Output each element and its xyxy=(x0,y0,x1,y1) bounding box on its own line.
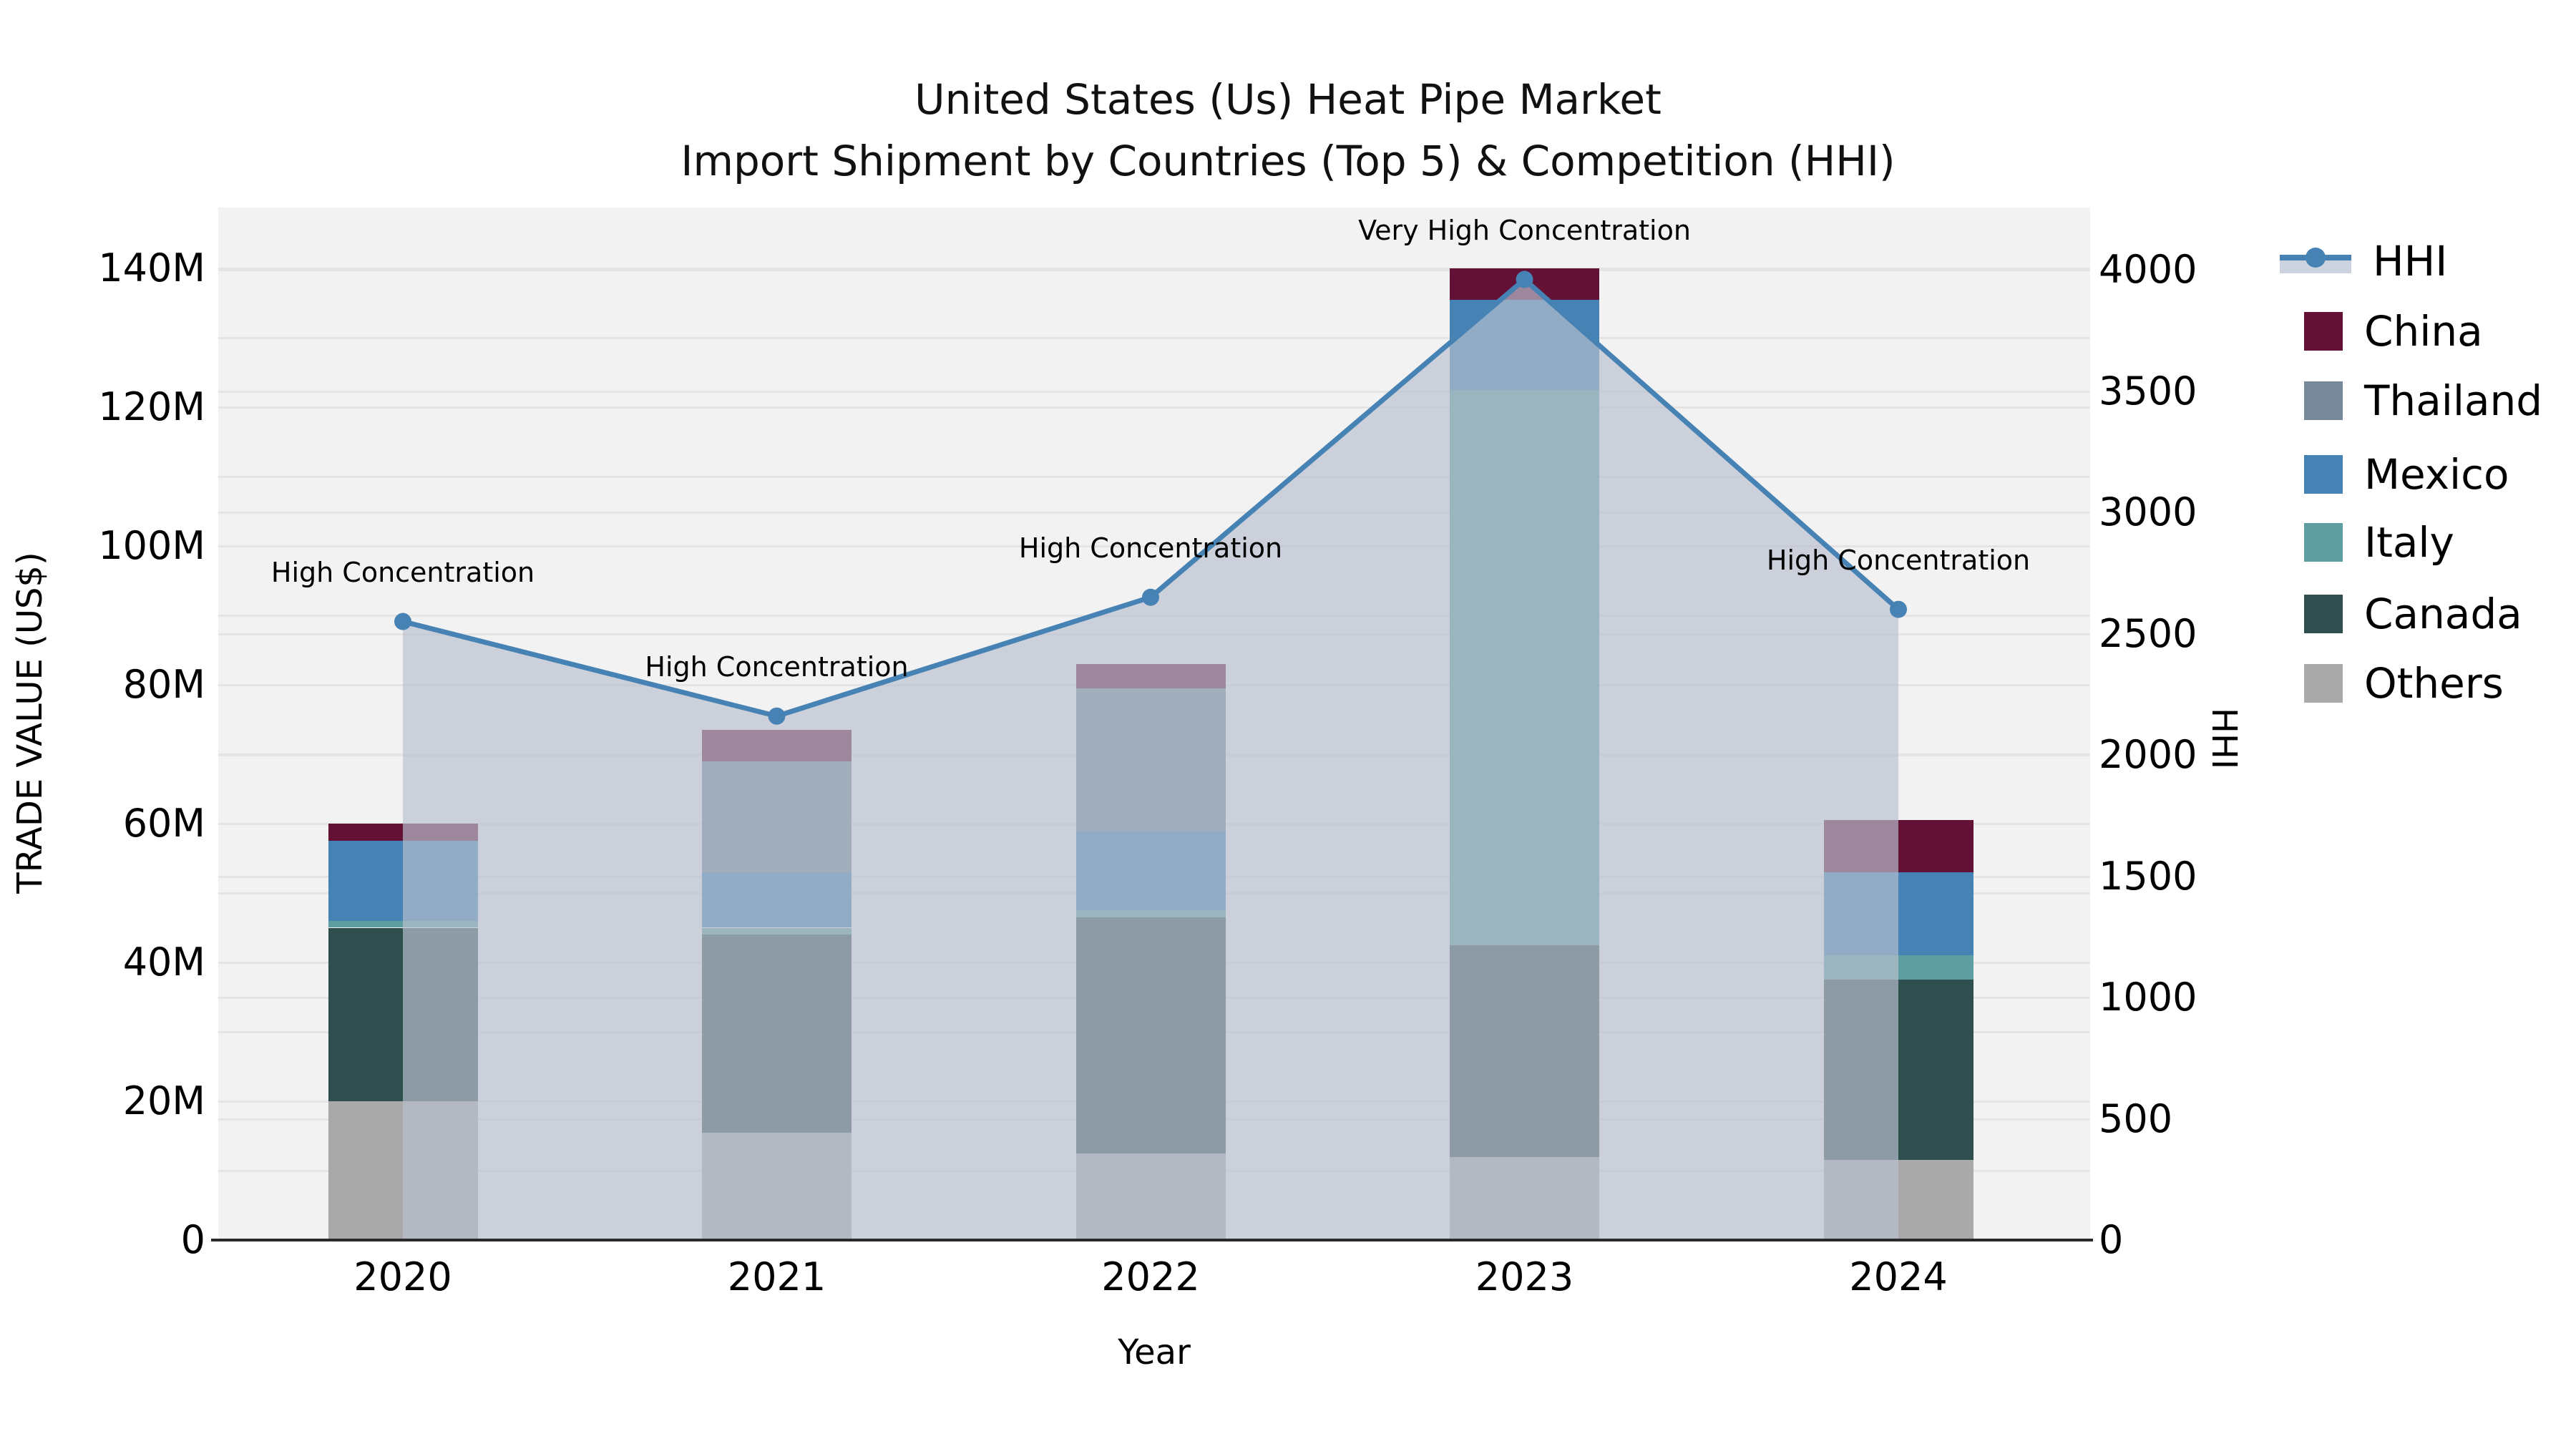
gridline-hhi xyxy=(218,390,2090,393)
x-axis-title: Year xyxy=(1118,1332,1191,1372)
hhi-overlay xyxy=(394,270,1907,1240)
legend-swatch-thailand xyxy=(2304,381,2343,420)
legend-label-others: Others xyxy=(2364,659,2504,708)
chart-title-line1: United States (Us) Heat Pipe Market xyxy=(914,75,1662,124)
hhi-marker-2024 xyxy=(1890,600,1907,618)
annotation-2023: Very High Concentration xyxy=(1358,214,1691,246)
chart-title: United States (Us) Heat Pipe Market Impo… xyxy=(0,69,2576,192)
hhi-marker-2020 xyxy=(394,613,411,630)
legend-item-canada: Canada xyxy=(2280,589,2522,639)
hhi-marker-swatch xyxy=(2306,248,2326,268)
y-left-tick-60M: 60M xyxy=(122,801,205,846)
y-left-tick-100M: 100M xyxy=(98,523,205,568)
gridline-hhi xyxy=(218,512,2090,514)
legend-label-mexico: Mexico xyxy=(2364,450,2509,499)
annotation-2022: High Concentration xyxy=(1018,532,1283,564)
legend-label-hhi: HHI xyxy=(2373,237,2448,286)
x-tick-2021: 2021 xyxy=(727,1254,826,1299)
y-left-tick-20M: 20M xyxy=(122,1078,205,1123)
legend-swatch-mexico xyxy=(2304,455,2343,494)
hhi-marker-2022 xyxy=(1142,588,1159,606)
y-right-tick-0: 0 xyxy=(2099,1217,2124,1262)
y-right-tick-4000: 4000 xyxy=(2099,247,2197,292)
hhi-marker-2021 xyxy=(768,707,786,725)
y-right-tick-2000: 2000 xyxy=(2099,732,2197,777)
annotation-2021: High Concentration xyxy=(645,650,909,683)
legend-swatch-china xyxy=(2304,312,2343,351)
legend-item-italy: Italy xyxy=(2280,517,2454,567)
hhi-marker-2023 xyxy=(1516,270,1533,288)
y-right-tick-500: 500 xyxy=(2099,1096,2173,1141)
legend-item-thailand: Thailand xyxy=(2280,376,2542,426)
hhi-line-legend-sample xyxy=(2280,245,2351,278)
gridline-10m xyxy=(218,268,2090,270)
legend-label-italy: Italy xyxy=(2364,518,2454,567)
legend-item-china: China xyxy=(2280,306,2483,356)
y-left-tick-140M: 140M xyxy=(98,245,205,291)
y-left-tick-120M: 120M xyxy=(98,384,205,429)
chart-title-line2: Import Shipment by Countries (Top 5) & C… xyxy=(680,137,1896,185)
y-left-tick-0: 0 xyxy=(180,1217,205,1262)
legend-swatch-others xyxy=(2304,664,2343,703)
legend-swatch-canada xyxy=(2304,595,2343,633)
y-right-tick-3000: 3000 xyxy=(2099,489,2197,535)
x-tick-2022: 2022 xyxy=(1101,1254,1200,1299)
annotation-2020: High Concentration xyxy=(270,556,535,588)
gridline-hhi xyxy=(218,269,2090,271)
x-tick-2020: 2020 xyxy=(353,1254,452,1299)
y-right-tick-1000: 1000 xyxy=(2099,975,2197,1020)
gridline-10m xyxy=(218,476,2090,478)
legend-item-mexico: Mexico xyxy=(2280,449,2509,499)
x-tick-2024: 2024 xyxy=(1849,1254,1948,1299)
x-axis-line xyxy=(211,1239,2093,1241)
y-right-tick-2500: 2500 xyxy=(2099,610,2197,656)
legend-label-thailand: Thailand xyxy=(2364,376,2543,425)
y-left-tick-80M: 80M xyxy=(122,662,205,707)
gridline-10m xyxy=(218,337,2090,339)
legend-item-others: Others xyxy=(2280,658,2504,708)
hhi-area-fill xyxy=(403,279,1898,1240)
legend-swatch-italy xyxy=(2304,523,2343,562)
y-right-tick-1500: 1500 xyxy=(2099,853,2197,899)
legend-item-hhi: HHI xyxy=(2280,236,2447,286)
y-right-tick-3500: 3500 xyxy=(2099,368,2197,414)
gridline-10m xyxy=(218,406,2090,409)
annotation-2024: High Concentration xyxy=(1766,544,2031,576)
gridline-10m xyxy=(218,545,2090,547)
plot-area xyxy=(218,208,2090,1240)
y-left-tick-40M: 40M xyxy=(122,940,205,985)
x-tick-2023: 2023 xyxy=(1475,1254,1574,1299)
legend-label-china: China xyxy=(2364,307,2483,356)
legend-label-canada: Canada xyxy=(2364,590,2522,638)
